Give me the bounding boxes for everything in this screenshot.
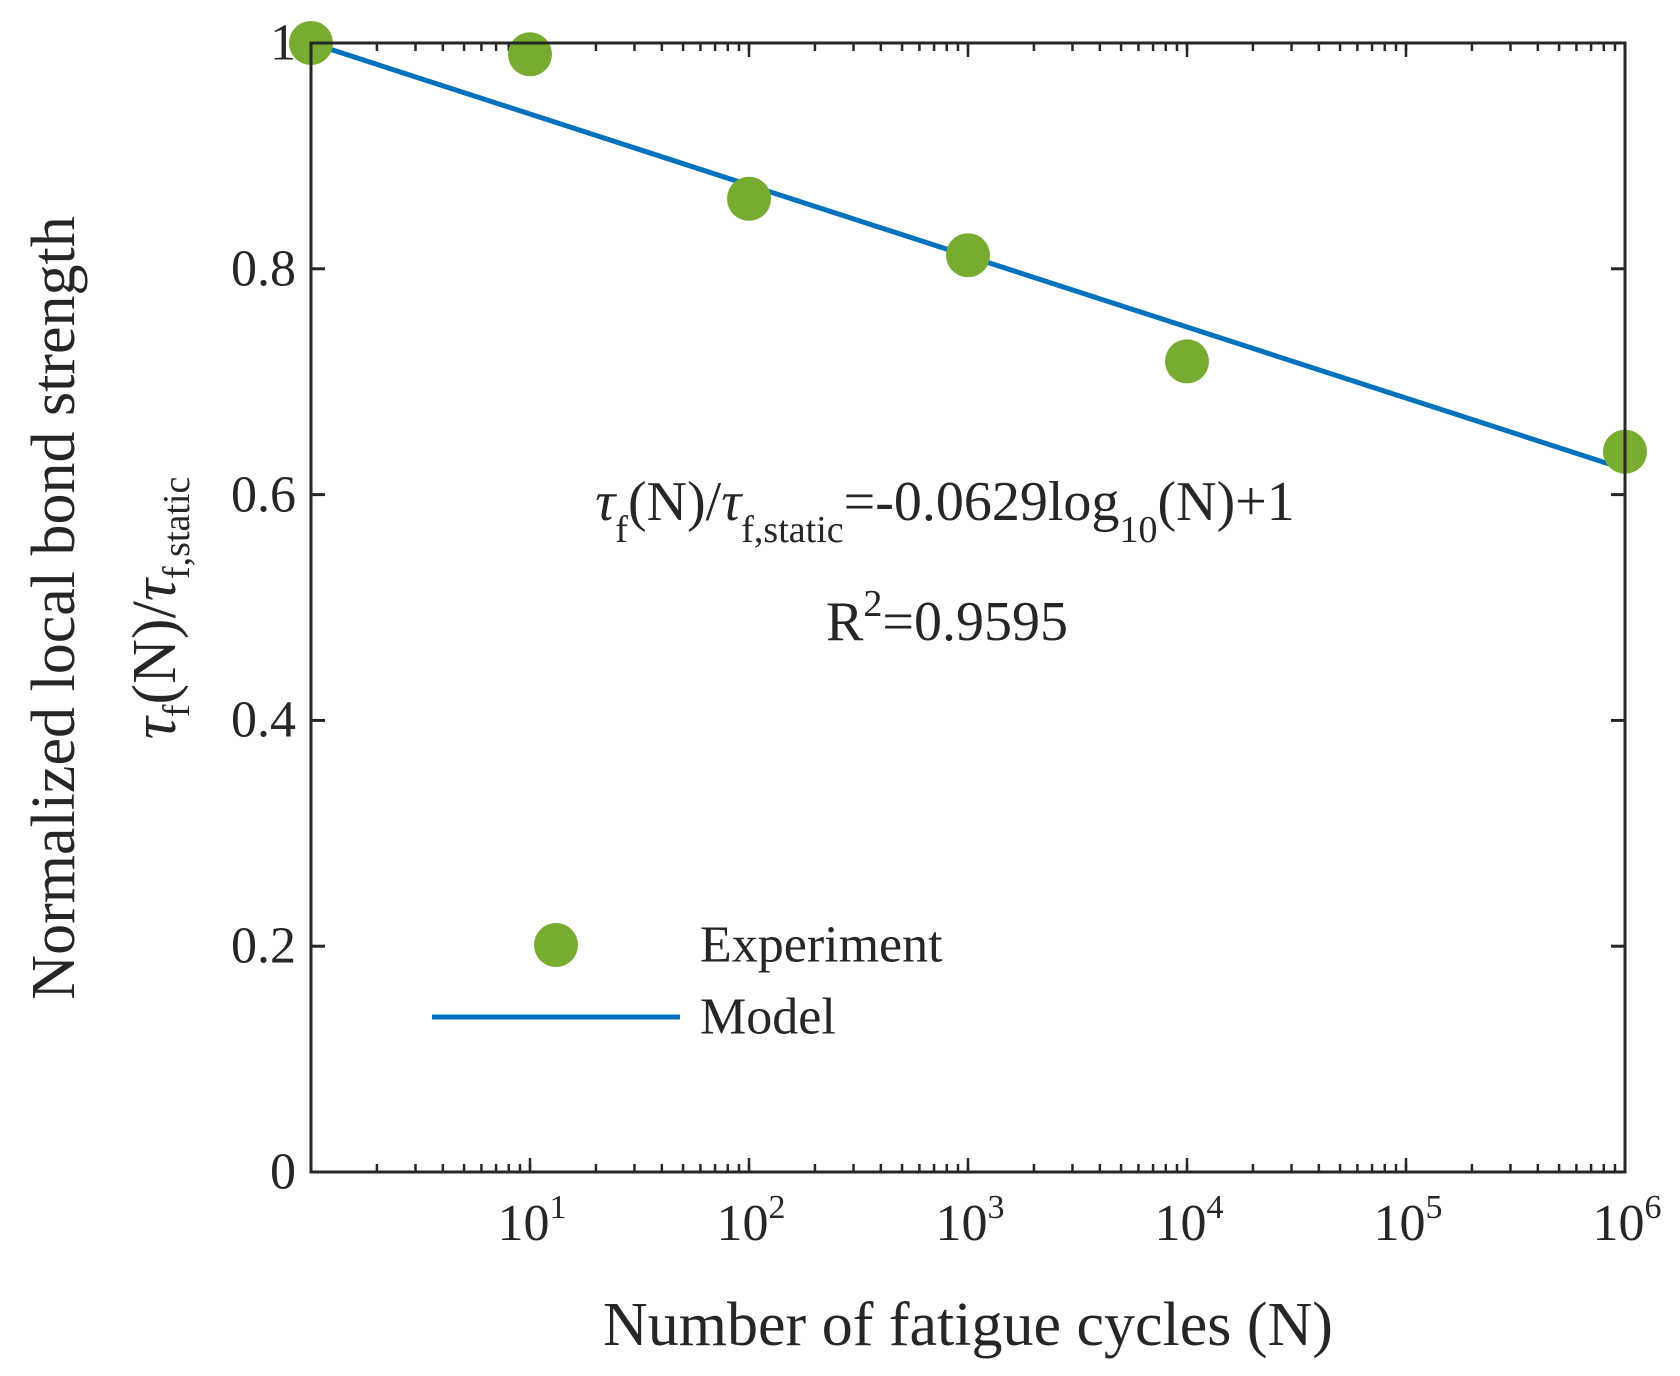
experiment-point	[727, 176, 771, 221]
x-tick-label: 104	[1155, 1189, 1224, 1252]
x-tick-label: 101	[498, 1189, 567, 1252]
y-tick-label: 0.4	[231, 692, 296, 749]
x-tick-label: 102	[717, 1189, 786, 1252]
experiment-point	[946, 233, 990, 278]
legend-experiment-marker	[534, 923, 578, 967]
y-tick-label: 1	[270, 15, 296, 72]
r-squared: R2=0.9595	[826, 583, 1068, 653]
plot-frame	[309, 41, 1627, 1174]
experiment-point	[508, 32, 552, 77]
x-tick-label: 105	[1374, 1189, 1443, 1252]
y-axis-title: Normalized local bond strength	[20, 216, 88, 999]
x-axis-title: Number of fatigue cycles (N)	[603, 1291, 1333, 1359]
legend-experiment-label: Experiment	[700, 917, 943, 974]
y-axis-subtitle: τf(N)/τf,static	[121, 477, 198, 740]
x-tick-label: 103	[936, 1189, 1005, 1252]
y-tick-label: 0.6	[231, 467, 296, 524]
y-tick-label: 0.8	[231, 241, 296, 298]
x-tick-label: 106	[1593, 1189, 1662, 1252]
fit-equation: τf(N)/τf,static=-0.0629log10(N)+1	[595, 471, 1295, 551]
y-tick-label: 0.2	[231, 918, 296, 975]
plot-area	[311, 43, 1625, 1172]
legend-model-label: Model	[700, 989, 836, 1046]
experiment-point	[1165, 339, 1209, 384]
y-tick-labels: 0 0.2 0.4 0.6 0.8 1	[231, 15, 296, 1201]
y-tick-label: 0	[270, 1144, 296, 1201]
x-tick-labels: 101 102 103 104 105 106	[498, 1189, 1662, 1252]
legend: Experiment Model	[432, 917, 943, 1046]
